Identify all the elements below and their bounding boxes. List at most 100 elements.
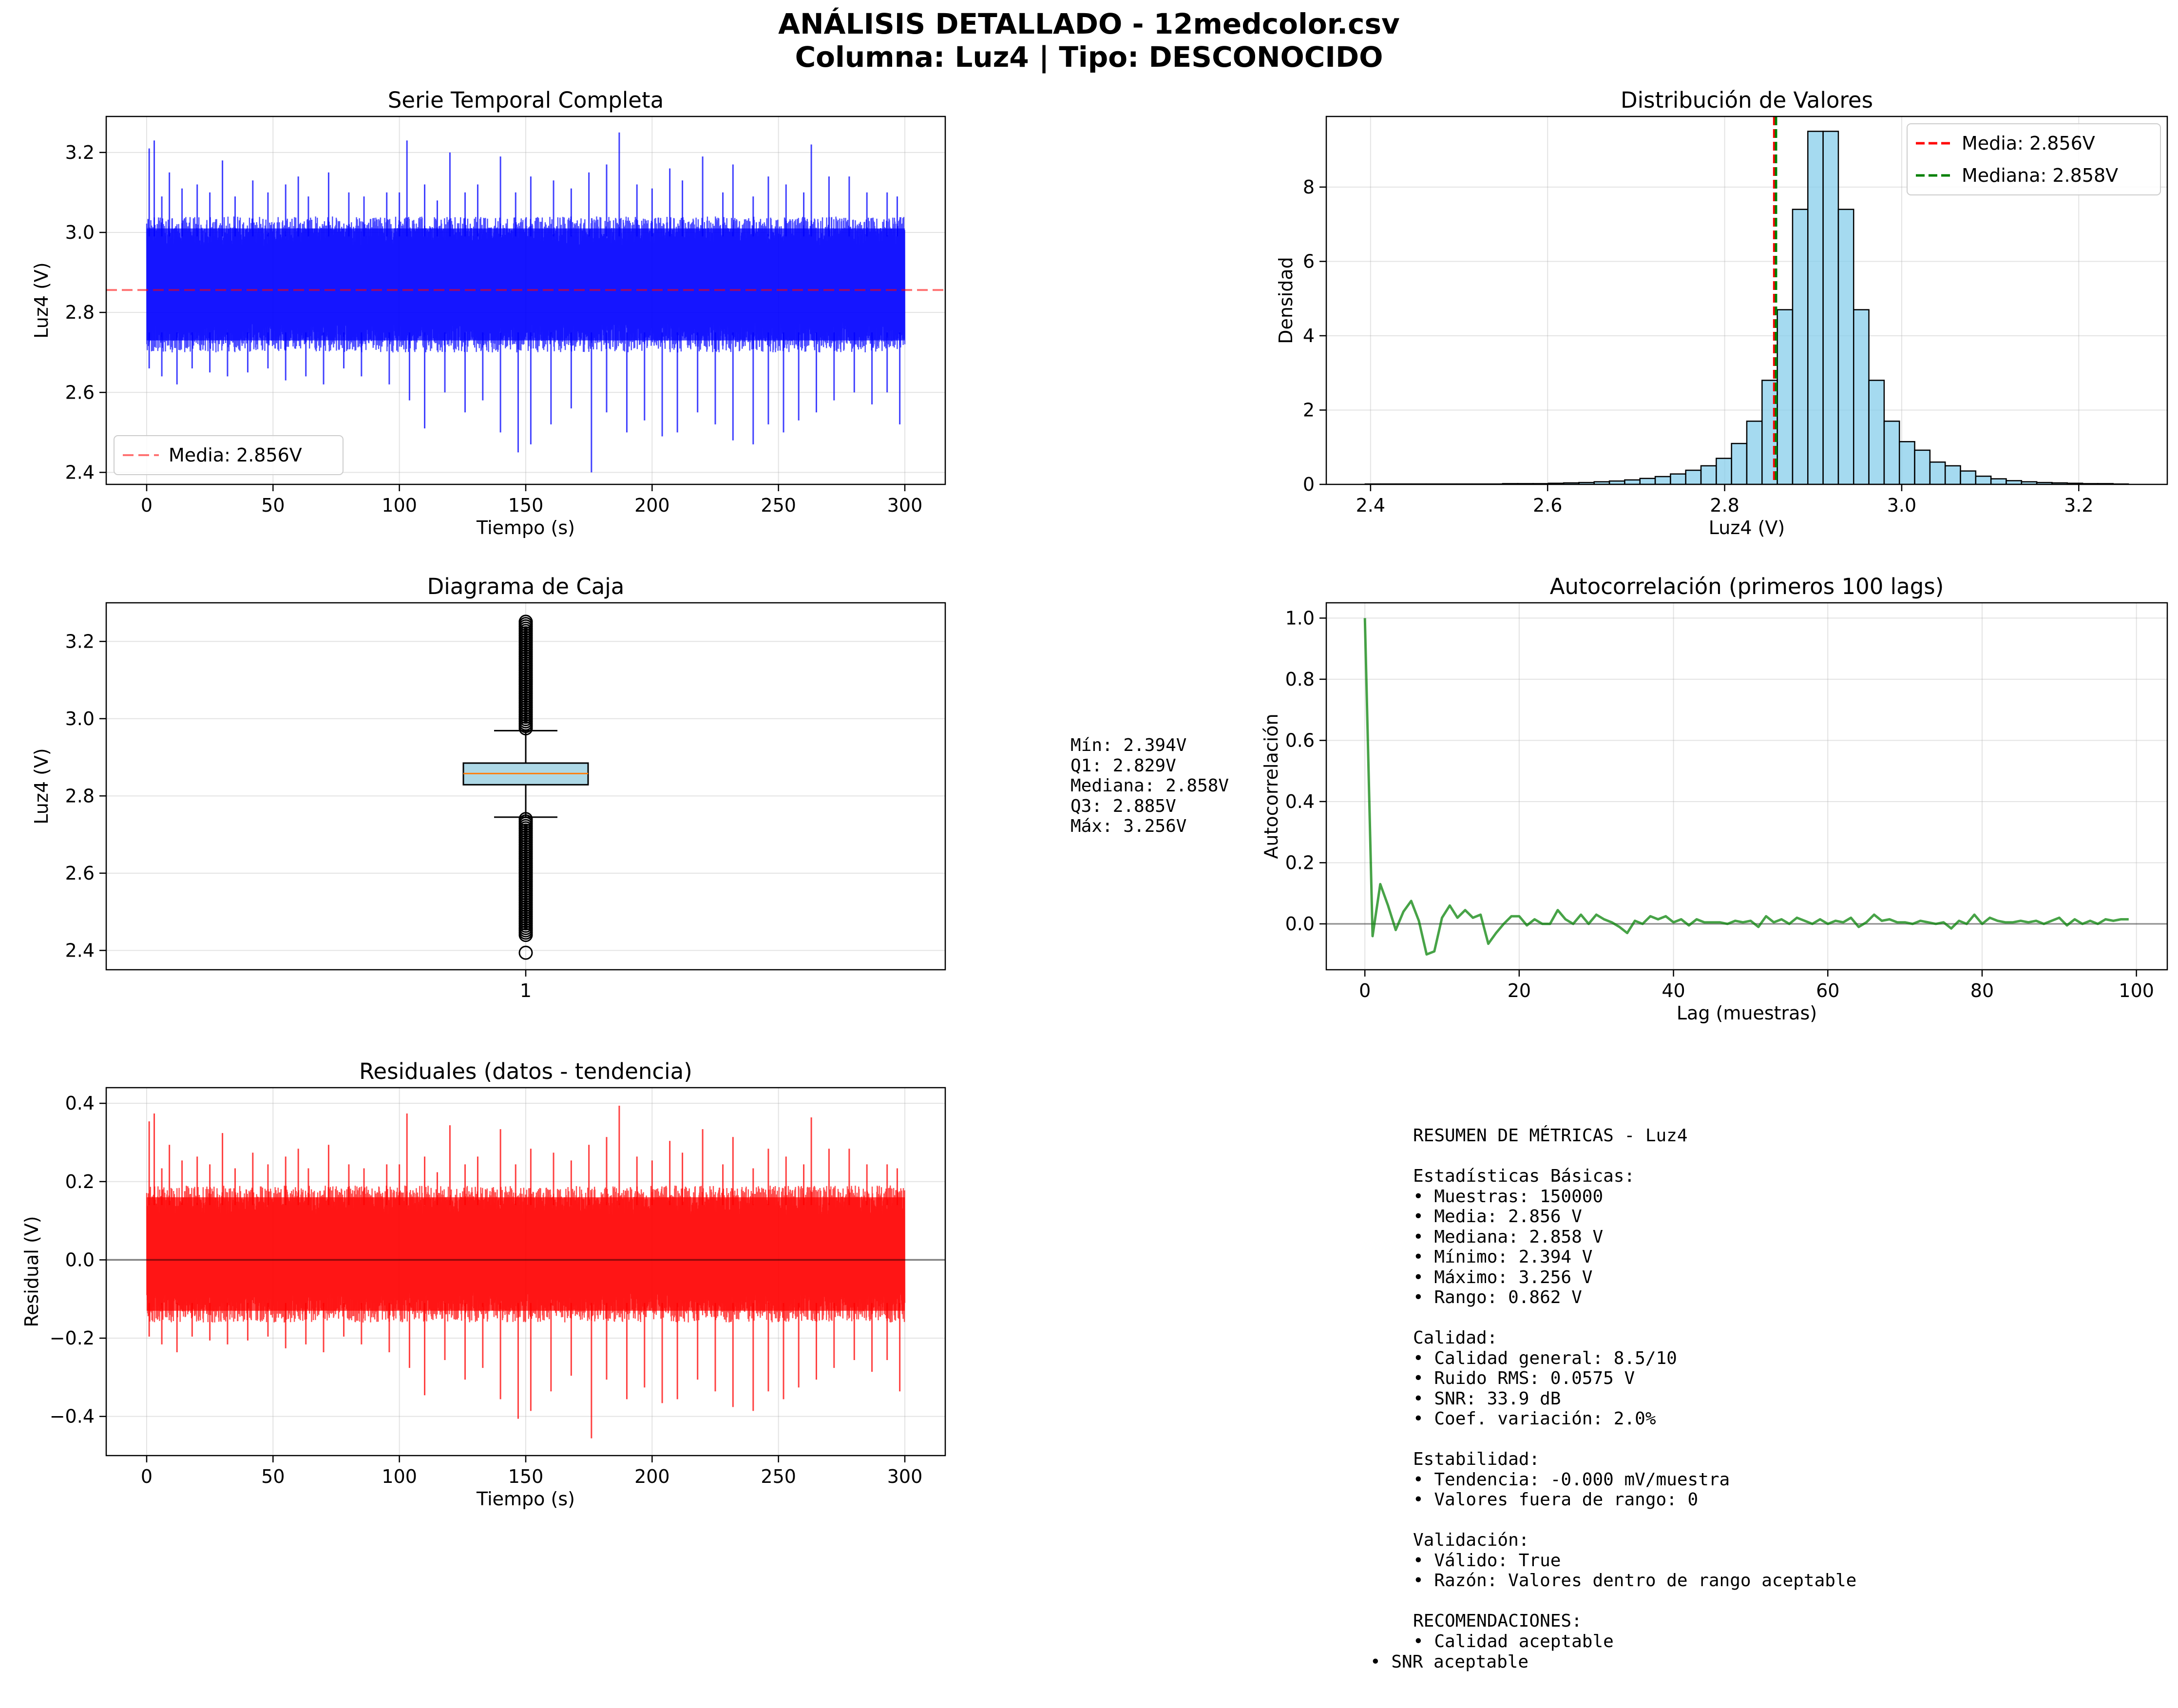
y-tick-label: 2.4 [65,940,95,961]
y-tick-label: 6 [1303,250,1315,272]
histogram-bar [1639,478,1656,484]
summary-line: • Máximo: 3.256 V [1413,1267,1593,1287]
boxplot-ylabel: Luz4 (V) [31,748,52,824]
histogram-bar [1853,309,1870,484]
timeseries-ticks: 0 50 100 150 200 250 300 2.4 2.6 2.8 3.0 3.2 [65,142,923,516]
y-tick-label: 4 [1303,325,1315,346]
x-tick-label: 100 [382,495,417,516]
histogram-bar [1654,476,1671,484]
x-tick-label: 3.0 [1887,495,1916,516]
autocorr-ylabel: Autocorrelación [1261,713,1282,859]
residuals-ticks: 0 50 100 150 200 250 300 −0.4 −0.2 0.0 0.2 0.4 [50,1093,923,1487]
summary-line [1413,1429,1856,1450]
autocorr-ticks: 0 20 40 60 80 100 0.0 0.2 0.4 0.6 0.8 1.0 [1285,607,2154,1001]
timeseries-legend: Media: 2.856V [114,435,344,475]
y-tick-label: 2.6 [65,863,95,884]
box-flier [518,812,533,826]
histogram-bar [1990,478,2007,484]
residuals-title: Residuales (datos - tendencia) [359,1058,692,1084]
autocorr-xlabel: Lag (muestras) [1677,1002,1817,1024]
timeseries-ylabel: Luz4 (V) [31,262,52,338]
x-tick-label: 0 [1359,980,1371,1001]
box-stat-line: Mín: 2.394V [1070,735,1187,755]
boxplot-panel: 1 2.4 2.6 2.8 3.0 3.2 Diagrama de Caja Luz4 (V) [31,574,946,1001]
box-flier [518,614,533,629]
histogram-frame [1325,115,2168,485]
y-tick-label: 8 [1303,176,1315,198]
box-stats-text: Mín: 2.394V Q1: 2.829V Mediana: 2.858V Q3: … [1070,735,1229,837]
residuals-ylabel: Residual (V) [21,1216,42,1327]
summary-line: Estadísticas Básicas: [1413,1166,1635,1186]
y-tick-label: 0.8 [1285,669,1315,690]
x-tick-label: 2.4 [1356,495,1385,516]
x-tick-label: 200 [634,495,670,516]
y-tick-label: 3.0 [65,222,95,243]
summary-line: • Mediana: 2.858 V [1413,1227,1604,1247]
summary-line: • Calidad aceptable [1413,1631,1614,1651]
histogram-bar [1746,421,1763,484]
summary-line [1413,1591,1856,1612]
summary-line: • Razón: Valores dentro de rango aceptab… [1413,1571,1857,1591]
histogram-bar [1731,442,1748,484]
x-tick-label: 60 [1816,980,1839,1001]
x-tick-label: 1 [520,980,532,1001]
histogram-bar [1837,209,1854,484]
y-tick-label: 2.8 [65,302,95,323]
boxplot-ticks: 1 2.4 2.6 2.8 3.0 3.2 [65,631,532,1001]
summary-line [1413,1510,1856,1531]
y-tick-label: 0.2 [1285,852,1315,873]
summary-line: • Valores fuera de rango: 0 [1413,1490,1699,1510]
y-tick-label: 2.4 [65,461,95,483]
histogram-bar [1868,380,1885,484]
y-tick-label: 3.2 [65,142,95,163]
box-stat-line: Mediana: 2.858V [1070,776,1229,796]
x-tick-label: 40 [1662,980,1685,1001]
timeseries-title: Serie Temporal Completa [388,87,664,113]
x-tick-label: 100 [382,1466,417,1487]
y-tick-label: 2 [1303,399,1315,421]
y-tick-label: 3.0 [65,708,95,729]
x-tick-label: 80 [1970,980,1994,1001]
histogram-xlabel: Luz4 (V) [1709,517,1785,538]
summary-line: • Ruido RMS: 0.0575 V [1413,1368,1635,1388]
summary-line: RESUMEN DE MÉTRICAS - Luz4 [1413,1126,1688,1146]
histogram-panel: 2.4 2.6 2.8 3.0 3.2 0 2 4 6 8 Distribución de Valo… [1275,87,2168,538]
box-flier [518,945,533,960]
figure-subtitle: Columna: Luz4 | Tipo: DESCONOCIDO [795,40,1383,74]
y-tick-label: 0.4 [1285,791,1315,812]
y-tick-label: 1.0 [1285,607,1315,629]
histogram-bar [1670,473,1686,484]
histogram-bar [1807,131,1824,484]
legend-label-median: Mediana: 2.858V [1962,165,2118,186]
legend-box [1907,123,2161,195]
box-fliers [518,614,533,960]
autocorr-line [1363,618,2129,956]
boxplot-plot-area [462,614,589,960]
histogram-bar [1929,461,1946,484]
legend-box [114,435,344,475]
x-tick-label: 150 [508,1466,544,1487]
x-tick-label: 100 [2119,980,2154,1001]
residuals-xlabel: Tiempo (s) [476,1488,575,1510]
legend-label-mean: Media: 2.856V [1962,133,2095,154]
autocorr-frame [1325,602,2168,971]
summary-line: Calidad: [1413,1328,1498,1348]
histogram-plot-area [1364,116,2129,484]
summary-line: • Válido: True [1413,1550,1561,1571]
summary-line: • Rango: 0.862 V [1413,1287,1582,1307]
y-tick-label: 3.2 [65,631,95,652]
x-tick-label: 300 [887,495,923,516]
y-tick-label: 0.2 [65,1171,95,1192]
y-tick-label: 0 [1303,474,1315,495]
histogram-bar [1914,449,1931,484]
autocorr-plot-area [1326,618,2167,956]
y-tick-label: −0.4 [50,1406,95,1427]
summary-line: • Tendencia: -0.000 mV/muestra [1413,1469,1730,1490]
y-tick-label: 0.0 [65,1249,95,1270]
autocorr-grid [1326,603,2167,970]
timeseries-xlabel: Tiempo (s) [476,517,575,538]
x-tick-label: 0 [141,1466,153,1487]
histogram-bar [1700,465,1717,484]
x-tick-label: 2.6 [1533,495,1562,516]
